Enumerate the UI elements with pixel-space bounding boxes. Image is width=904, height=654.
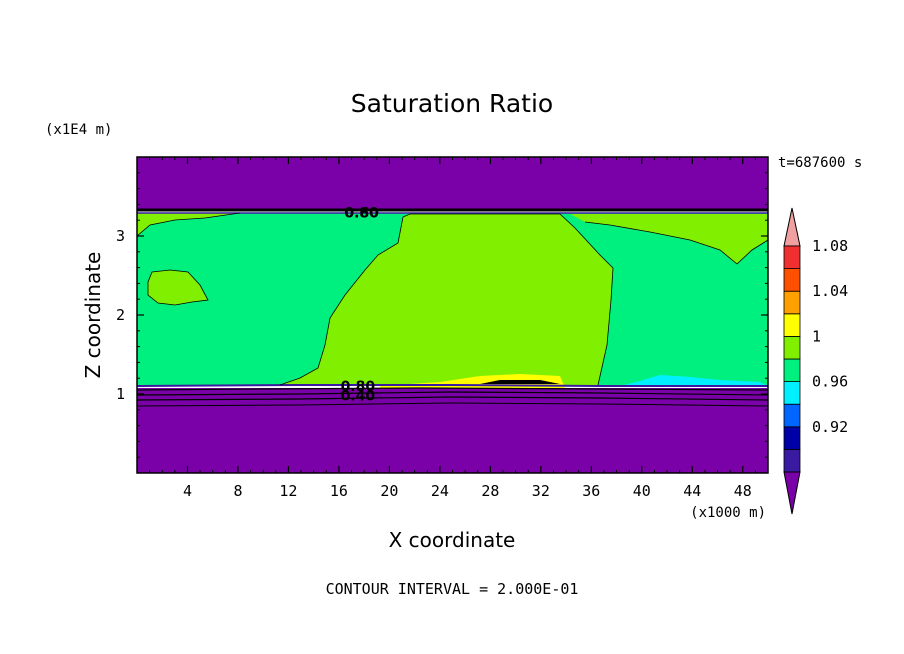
x-tick-label: 36 bbox=[582, 482, 600, 500]
colorbar-band bbox=[783, 290, 801, 315]
colorbar-label: 1.04 bbox=[812, 282, 848, 300]
contour-labels: 0.600.800.800.40 bbox=[341, 205, 380, 404]
x-scale-label: (x1000 m) bbox=[690, 505, 766, 521]
colorbar-band bbox=[783, 358, 801, 383]
region-dark-streak bbox=[480, 380, 560, 384]
contour-line bbox=[137, 212, 241, 237]
contour-line bbox=[147, 269, 209, 306]
x-tick-label: 24 bbox=[431, 482, 449, 500]
y-scale-label: (x1E4 m) bbox=[45, 122, 112, 138]
time-label: t=687600 s bbox=[778, 155, 862, 171]
region-saturated-left bbox=[137, 213, 240, 236]
x-tick-label: 28 bbox=[481, 482, 499, 500]
colorbar-band bbox=[783, 268, 801, 292]
colorbar-band bbox=[783, 381, 801, 405]
region-dry-upper bbox=[137, 157, 768, 210]
x-tick-label: 4 bbox=[183, 482, 192, 500]
x-tick-label: 48 bbox=[734, 482, 752, 500]
colorbar: 0.92 0.96 1 1.04 1.08 bbox=[783, 207, 848, 515]
contour-line bbox=[137, 387, 768, 391]
colorbar-label: 1 bbox=[812, 327, 821, 345]
contour-label: 0.60 bbox=[344, 205, 379, 221]
y-axis: 1 2 3 bbox=[116, 172, 768, 458]
contour-line bbox=[279, 216, 404, 386]
contour-label: 0.40 bbox=[341, 389, 376, 405]
region-dry-lower bbox=[137, 388, 768, 473]
y-tick-label: 1 bbox=[116, 385, 125, 403]
contour-label: 0.80 bbox=[341, 379, 376, 395]
contour-line bbox=[137, 402, 768, 407]
x-tick-label: 8 bbox=[233, 482, 242, 500]
colorbar-band bbox=[783, 245, 801, 270]
x-tick-label: 12 bbox=[279, 482, 297, 500]
chart-title: Saturation Ratio bbox=[351, 89, 553, 118]
region-subsaturated-cyan bbox=[620, 375, 768, 386]
contour-line bbox=[584, 221, 768, 265]
x-tick-label: 40 bbox=[633, 482, 651, 500]
x-tick-label: 20 bbox=[380, 482, 398, 500]
contour-line bbox=[402, 213, 614, 386]
colorbar-label: 0.96 bbox=[812, 373, 848, 391]
colorbar-bottom-arrow bbox=[783, 471, 801, 515]
colorbar-label: 0.92 bbox=[812, 418, 848, 436]
contour-line bbox=[137, 396, 768, 401]
colorbar-label: 1.08 bbox=[812, 237, 848, 255]
y-tick-label: 3 bbox=[116, 227, 125, 245]
colorbar-top-arrow bbox=[783, 207, 801, 247]
x-axis: 4 8 12 16 20 24 28 32 36 40 44 48 bbox=[149, 157, 756, 500]
contour-field bbox=[137, 157, 768, 473]
colorbar-band bbox=[783, 448, 801, 473]
contour-line bbox=[137, 384, 768, 387]
region-saturated-blob bbox=[148, 270, 208, 305]
x-tick-label: 16 bbox=[330, 482, 348, 500]
colorbar-band bbox=[783, 403, 801, 428]
y-tick-label: 2 bbox=[116, 306, 125, 324]
colorbar-band bbox=[783, 335, 801, 360]
contour-label: 0.80 bbox=[344, 205, 379, 221]
colorbar-band bbox=[783, 313, 801, 337]
x-axis-label: X coordinate bbox=[389, 528, 516, 552]
x-tick-label: 44 bbox=[683, 482, 701, 500]
region-saturated-center bbox=[280, 214, 613, 385]
x-tick-label: 32 bbox=[532, 482, 550, 500]
contour-line bbox=[137, 391, 768, 396]
y-axis-label: Z coordinate bbox=[81, 252, 105, 379]
footer-text: CONTOUR INTERVAL = 2.000E-01 bbox=[326, 580, 579, 598]
colorbar-band bbox=[783, 426, 801, 450]
